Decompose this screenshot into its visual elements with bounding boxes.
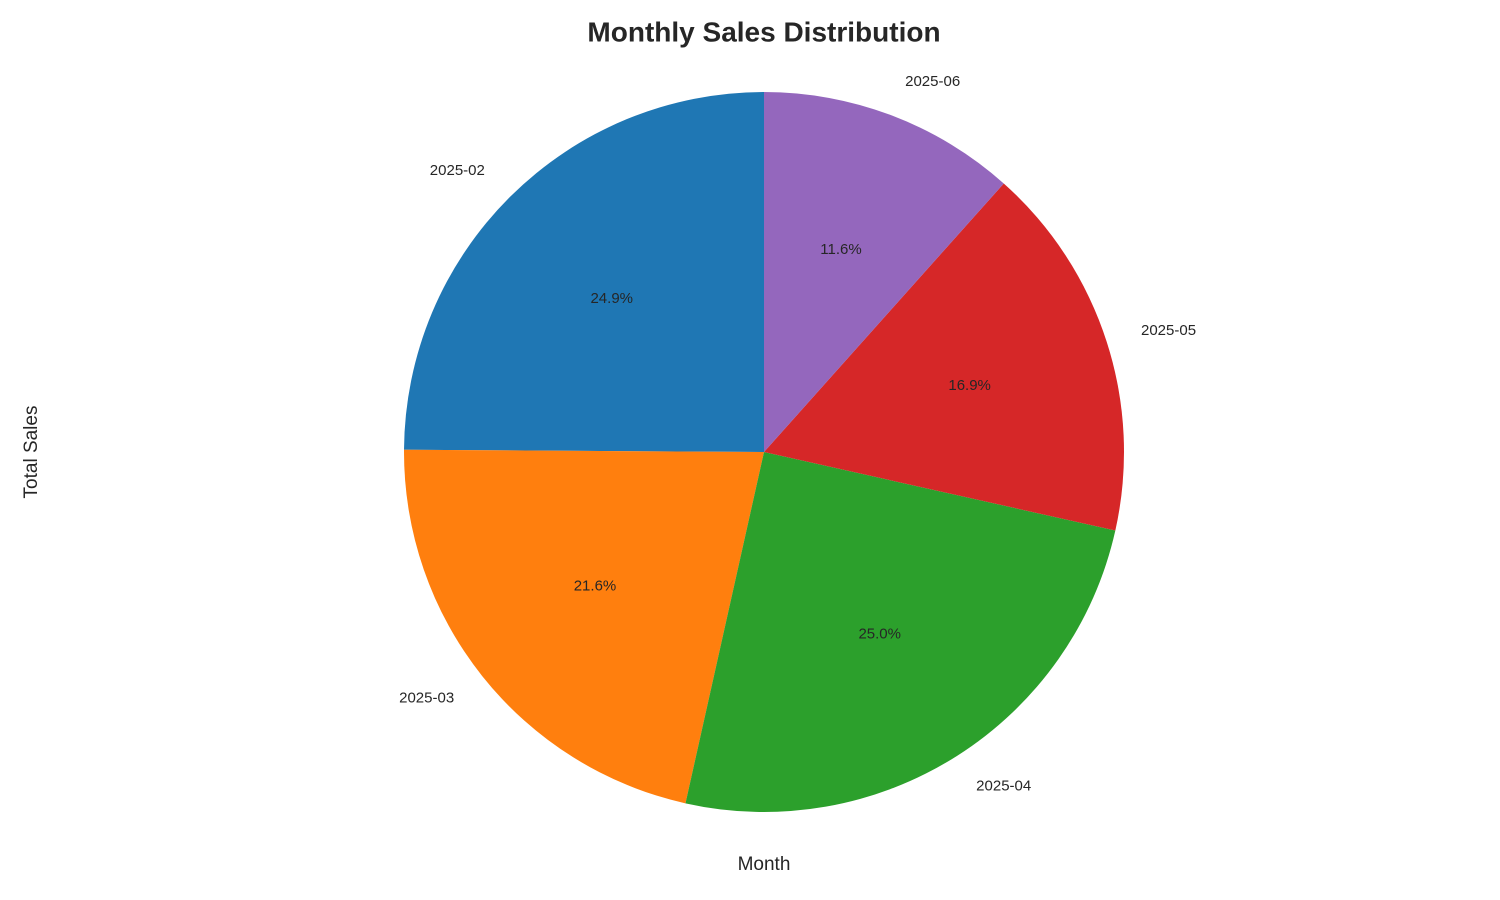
percent-label: 11.6% xyxy=(820,241,861,258)
pie-slice xyxy=(764,92,1004,452)
slice-label: 2025-02 xyxy=(430,162,485,179)
slice-label: 2025-04 xyxy=(976,777,1031,794)
chart-title: Monthly Sales Distribution xyxy=(587,16,940,47)
slice-label: 2025-03 xyxy=(399,690,454,707)
pie-slice xyxy=(764,183,1125,531)
percent-label: 25.0% xyxy=(858,625,901,642)
percent-label: 16.9% xyxy=(948,377,991,394)
pie-slice xyxy=(404,449,764,804)
slice-label: 2025-05 xyxy=(1141,322,1196,339)
pie-slice xyxy=(685,452,1116,812)
percent-label: 21.6% xyxy=(574,577,617,594)
percent-label: 24.9% xyxy=(590,290,633,307)
pie-slice xyxy=(404,92,764,452)
slice-label: 2025-06 xyxy=(905,73,960,90)
y-axis-label: Total Sales xyxy=(21,406,42,499)
x-axis-label: Month xyxy=(738,854,791,875)
